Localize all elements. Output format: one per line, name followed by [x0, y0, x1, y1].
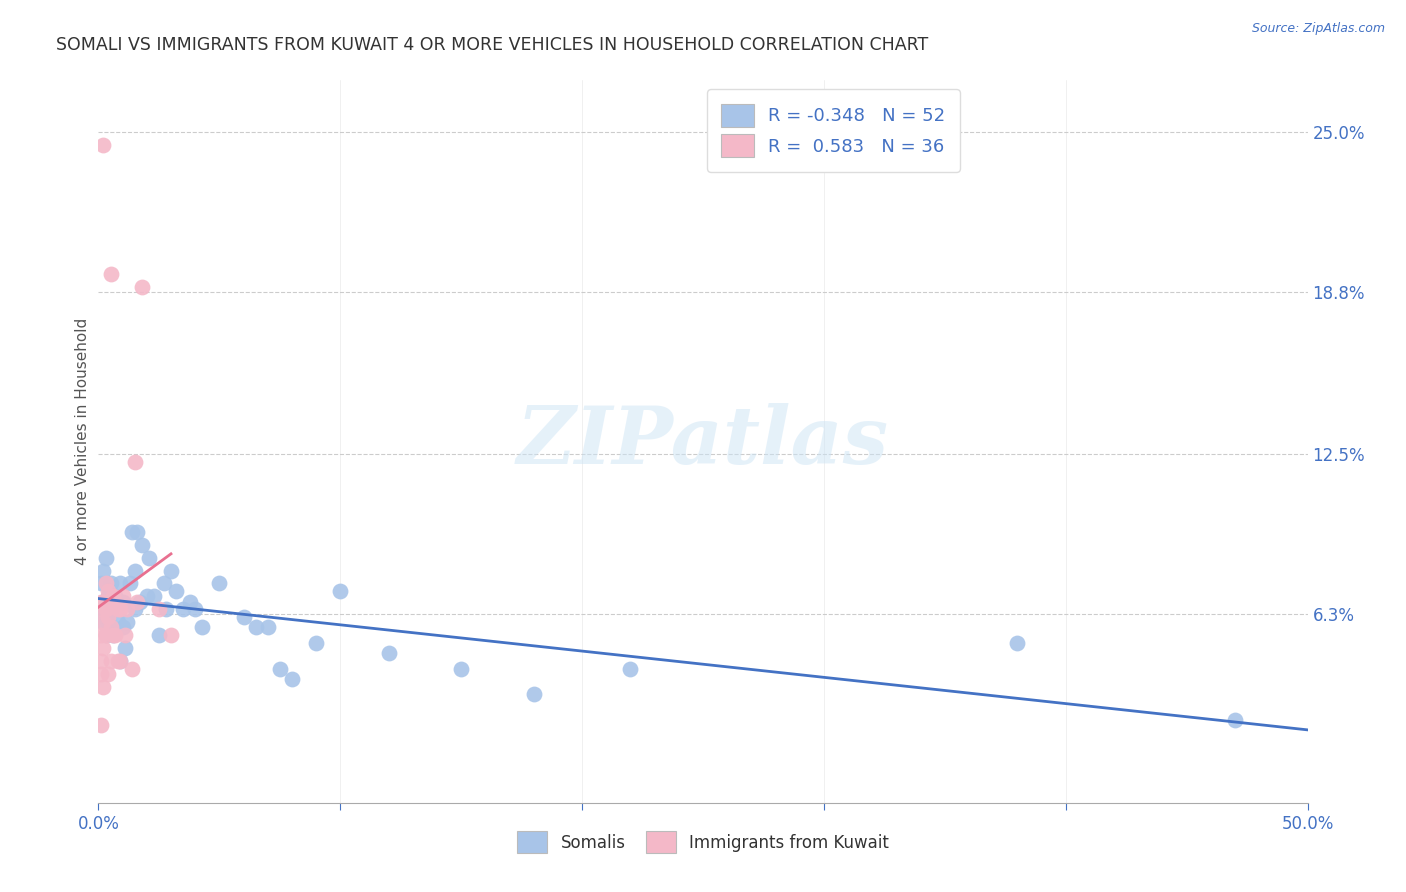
Point	[143, 590, 166, 604]
Point	[94, 628, 117, 642]
Point	[117, 615, 139, 630]
Point	[138, 550, 160, 565]
Point	[124, 602, 146, 616]
Point	[100, 576, 122, 591]
Point	[269, 662, 291, 676]
Point	[90, 602, 112, 616]
Point	[94, 576, 117, 591]
Point	[108, 654, 131, 668]
Point	[94, 602, 117, 616]
Point	[377, 646, 399, 660]
Point	[135, 590, 157, 604]
Point	[117, 602, 139, 616]
Point	[104, 594, 127, 608]
Point	[329, 584, 352, 599]
Point	[108, 602, 131, 616]
Point	[114, 628, 136, 642]
Point	[450, 662, 472, 676]
Point	[104, 590, 127, 604]
Point	[97, 666, 120, 681]
Point	[101, 628, 124, 642]
Point	[91, 137, 114, 152]
Point	[256, 620, 278, 634]
Point	[100, 267, 122, 281]
Point	[100, 594, 122, 608]
Point	[127, 594, 149, 608]
Point	[305, 636, 328, 650]
Point	[111, 594, 134, 608]
Point	[100, 620, 122, 634]
Point	[111, 590, 134, 604]
Point	[160, 564, 183, 578]
Point	[281, 672, 304, 686]
Point	[111, 620, 134, 634]
Point	[1007, 636, 1029, 650]
Point	[127, 524, 149, 539]
Point	[619, 662, 641, 676]
Legend: Somalis, Immigrants from Kuwait: Somalis, Immigrants from Kuwait	[510, 825, 896, 860]
Point	[184, 602, 207, 616]
Point	[107, 654, 129, 668]
Point	[90, 718, 112, 732]
Point	[148, 602, 170, 616]
Point	[90, 594, 112, 608]
Point	[90, 576, 112, 591]
Point	[90, 654, 112, 668]
Point	[232, 610, 254, 624]
Point	[131, 279, 153, 293]
Point	[90, 628, 112, 642]
Text: SOMALI VS IMMIGRANTS FROM KUWAIT 4 OR MORE VEHICLES IN HOUSEHOLD CORRELATION CHA: SOMALI VS IMMIGRANTS FROM KUWAIT 4 OR MO…	[56, 36, 928, 54]
Point	[91, 615, 114, 630]
Point	[1223, 713, 1246, 727]
Point	[165, 584, 187, 599]
Text: ZIPatlas: ZIPatlas	[517, 403, 889, 480]
Point	[172, 602, 194, 616]
Point	[155, 602, 177, 616]
Point	[179, 594, 201, 608]
Point	[124, 564, 146, 578]
Point	[107, 615, 129, 630]
Point	[523, 687, 546, 701]
Point	[100, 654, 122, 668]
Point	[148, 628, 170, 642]
Point	[245, 620, 267, 634]
Point	[121, 524, 143, 539]
Point	[94, 628, 117, 642]
Point	[97, 610, 120, 624]
Point	[152, 576, 174, 591]
Point	[108, 576, 131, 591]
Point	[101, 590, 124, 604]
Point	[91, 680, 114, 694]
Point	[91, 594, 114, 608]
Point	[97, 590, 120, 604]
Point	[191, 620, 214, 634]
Point	[124, 455, 146, 469]
Y-axis label: 4 or more Vehicles in Household: 4 or more Vehicles in Household	[75, 318, 90, 566]
Point	[131, 538, 153, 552]
Point	[104, 628, 127, 642]
Point	[97, 615, 120, 630]
Text: Source: ZipAtlas.com: Source: ZipAtlas.com	[1251, 22, 1385, 36]
Point	[90, 602, 112, 616]
Point	[114, 640, 136, 655]
Point	[91, 615, 114, 630]
Point	[128, 594, 150, 608]
Point	[118, 576, 141, 591]
Point	[108, 654, 131, 668]
Point	[101, 628, 124, 642]
Point	[90, 666, 112, 681]
Point	[121, 662, 143, 676]
Point	[91, 640, 114, 655]
Point	[208, 576, 231, 591]
Point	[107, 602, 129, 616]
Point	[100, 602, 122, 616]
Point	[97, 584, 120, 599]
Point	[91, 564, 114, 578]
Point	[160, 628, 183, 642]
Point	[94, 550, 117, 565]
